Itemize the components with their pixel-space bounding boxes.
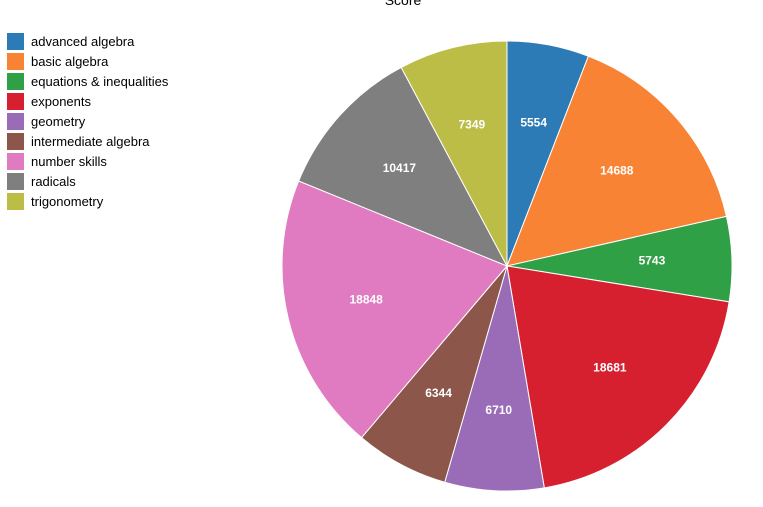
- legend-swatch: [7, 152, 24, 170]
- legend-item: exponents: [7, 91, 168, 111]
- slice-value-label: 18848: [349, 293, 383, 307]
- legend-item: equations & inequalities: [7, 71, 168, 91]
- slice-value-label: 6344: [425, 386, 452, 400]
- legend-label: geometry: [31, 113, 86, 129]
- legend-item: number skills: [7, 151, 168, 171]
- legend-swatch: [7, 172, 24, 190]
- slice-value-label: 6710: [485, 403, 512, 417]
- legend-label: advanced algebra: [31, 33, 135, 49]
- legend-item: basic algebra: [7, 51, 168, 71]
- legend: advanced algebra basic algebra equations &…: [7, 31, 168, 211]
- legend-item: radicals: [7, 171, 168, 191]
- legend-label: intermediate algebra: [31, 133, 150, 149]
- legend-item: geometry: [7, 111, 168, 131]
- legend-label: trigonometry: [31, 193, 104, 209]
- legend-swatch: [7, 72, 24, 90]
- chart-title: Score: [384, 0, 422, 8]
- slice-value-label: 7349: [459, 117, 486, 131]
- legend-label: equations & inequalities: [31, 73, 169, 89]
- pie-slice: [506, 55, 728, 267]
- legend-label: exponents: [31, 93, 91, 109]
- pie-slice: [444, 265, 545, 492]
- legend-swatch: [7, 132, 24, 150]
- legend-label: basic algebra: [31, 53, 109, 69]
- pie-slice: [400, 40, 508, 267]
- slice-value-label: 5743: [639, 254, 666, 268]
- legend-item: trigonometry: [7, 191, 168, 211]
- slice-value-label: 10417: [383, 161, 417, 175]
- pie-slice: [298, 66, 509, 267]
- legend-swatch: [7, 52, 24, 70]
- pie-slice: [506, 265, 730, 489]
- slice-value-label: 5554: [520, 116, 547, 130]
- legend-label: radicals: [31, 173, 76, 189]
- slice-value-label: 14688: [600, 163, 634, 177]
- pie-slice: [281, 180, 508, 439]
- legend-swatch: [7, 92, 24, 110]
- legend-label: number skills: [31, 153, 107, 169]
- legend-swatch: [7, 32, 24, 50]
- legend-item: advanced algebra: [7, 31, 168, 51]
- legend-swatch: [7, 112, 24, 130]
- slice-value-label: 18681: [593, 360, 627, 374]
- legend-swatch: [7, 192, 24, 210]
- legend-item: intermediate algebra: [7, 131, 168, 151]
